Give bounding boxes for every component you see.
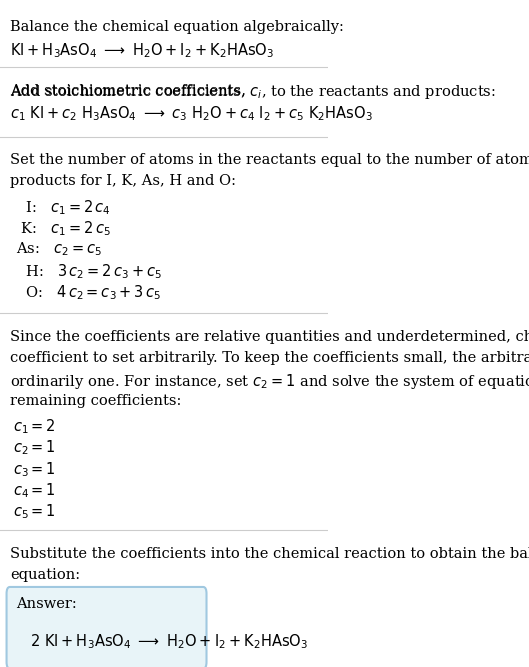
Text: $c_2 = 1$: $c_2 = 1$ [13,438,56,457]
FancyBboxPatch shape [6,587,206,667]
Text: $c_1 = 2$: $c_1 = 2$ [13,417,56,436]
Text: Add stoichiometric coefficients, $c_i$, to the reactants and products:: Add stoichiometric coefficients, $c_i$, … [10,83,496,101]
Text: $\mathrm{KI + H_3AsO_4 \ \longrightarrow \ H_2O + I_2 + K_2HAsO_3}$: $\mathrm{KI + H_3AsO_4 \ \longrightarrow… [10,41,274,60]
Text: Substitute the coefficients into the chemical reaction to obtain the balanced: Substitute the coefficients into the che… [10,547,529,561]
Text: $2\ \mathrm{KI + H_3AsO_4}\ \longrightarrow\ \mathrm{H_2O + I_2 + K_2HAsO_3}$: $2\ \mathrm{KI + H_3AsO_4}\ \longrightar… [30,632,307,651]
Text: equation:: equation: [10,568,80,582]
Text: $c_4 = 1$: $c_4 = 1$ [13,481,56,500]
Text: Balance the chemical equation algebraically:: Balance the chemical equation algebraica… [10,20,344,34]
Text: coefficient to set arbitrarily. To keep the coefficients small, the arbitrary va: coefficient to set arbitrarily. To keep … [10,351,529,365]
Text: Set the number of atoms in the reactants equal to the number of atoms in the: Set the number of atoms in the reactants… [10,153,529,167]
Text: products for I, K, As, H and O:: products for I, K, As, H and O: [10,175,236,189]
Text: ordinarily one. For instance, set $c_2 = 1$ and solve the system of equations fo: ordinarily one. For instance, set $c_2 =… [10,372,529,392]
Text: $c_1\ \mathrm{KI} + c_2\ \mathrm{H_3AsO_4}\ \longrightarrow\ c_3\ \mathrm{H_2O} : $c_1\ \mathrm{KI} + c_2\ \mathrm{H_3AsO_… [10,105,372,123]
Text: As: $\ \ c_2 = c_5$: As: $\ \ c_2 = c_5$ [16,241,102,258]
Text: O: $\ \ 4\,c_2 = c_3 + 3\,c_5$: O: $\ \ 4\,c_2 = c_3 + 3\,c_5$ [16,283,162,302]
Text: K: $\ \ c_1 = 2\,c_5$: K: $\ \ c_1 = 2\,c_5$ [16,219,111,238]
Text: $c_3 = 1$: $c_3 = 1$ [13,460,56,478]
Text: H: $\ \ 3\,c_2 = 2\,c_3 + c_5$: H: $\ \ 3\,c_2 = 2\,c_3 + c_5$ [16,262,162,281]
Text: $c_5 = 1$: $c_5 = 1$ [13,502,56,521]
Text: Since the coefficients are relative quantities and underdetermined, choose a: Since the coefficients are relative quan… [10,329,529,344]
Text: remaining coefficients:: remaining coefficients: [10,394,181,408]
Text: Answer:: Answer: [16,597,77,611]
Text: I: $\ \ c_1 = 2\,c_4$: I: $\ \ c_1 = 2\,c_4$ [16,198,111,217]
Text: Add stoichiometric coefficients,: Add stoichiometric coefficients, [10,83,250,97]
